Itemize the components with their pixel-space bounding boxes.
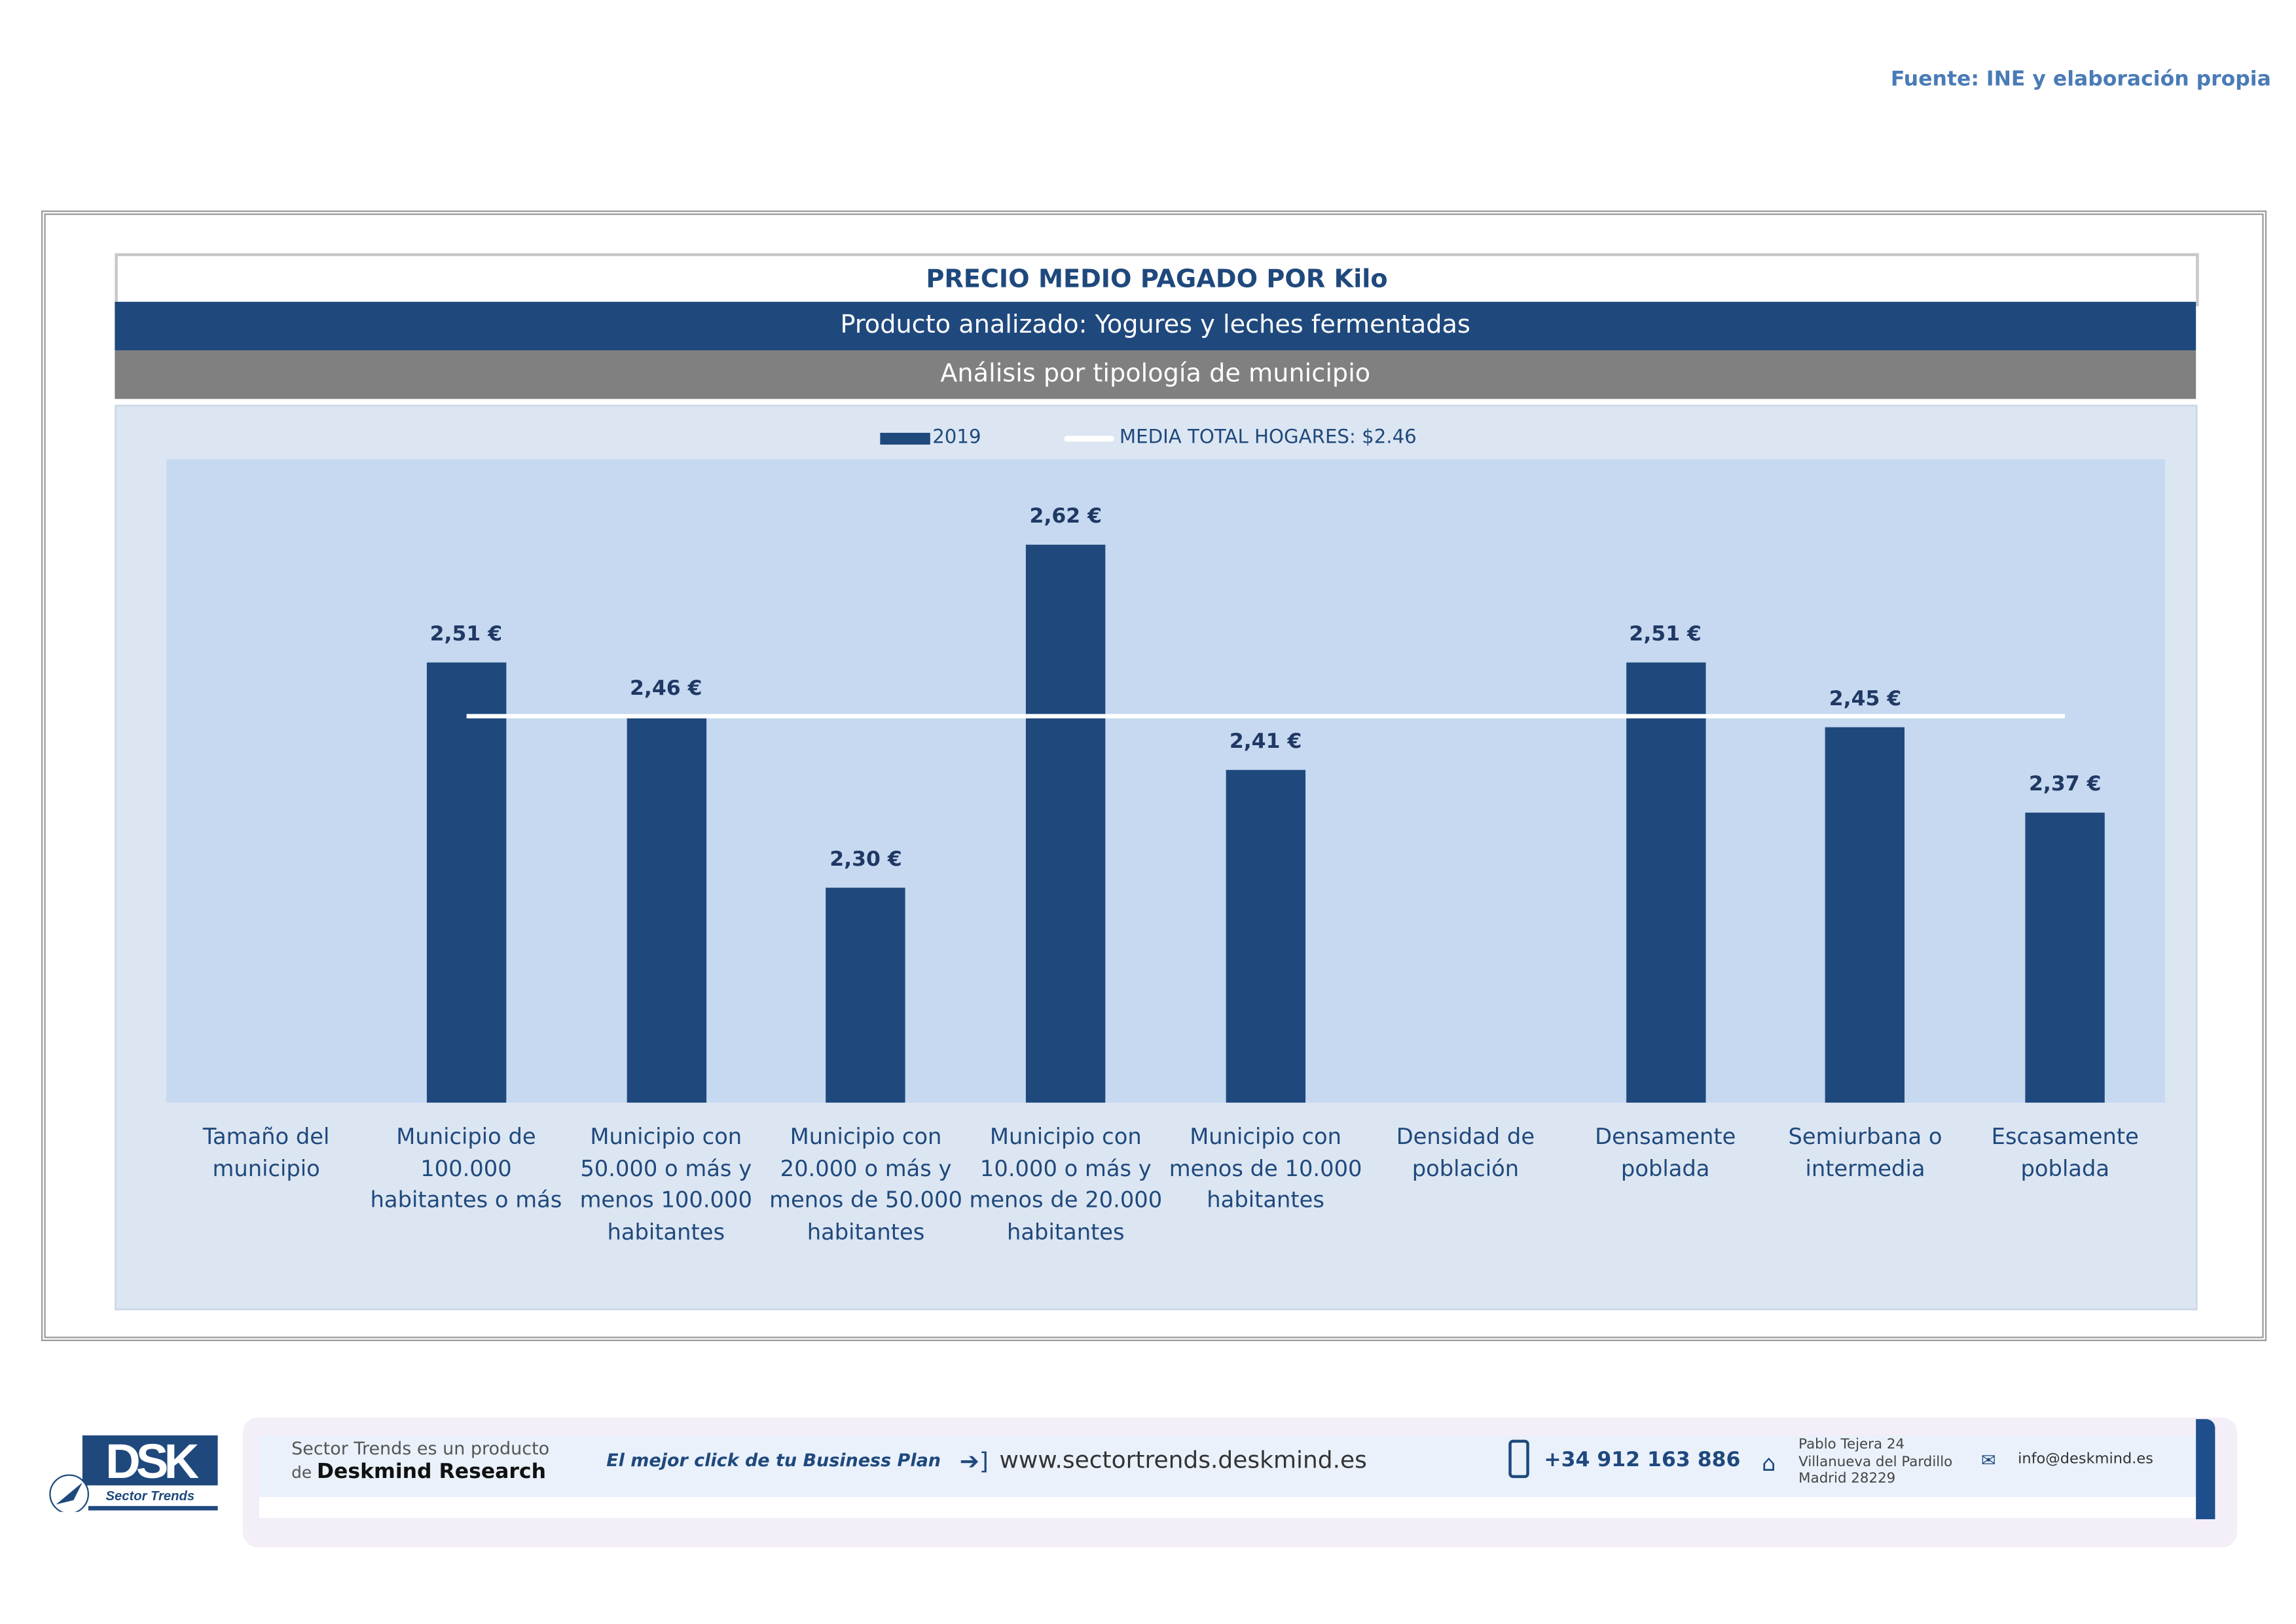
bar <box>2025 813 2105 1103</box>
footer-panel <box>259 1435 2196 1498</box>
bar <box>426 663 506 1103</box>
category-label-line: Municipio con <box>989 1123 1142 1150</box>
legend-series-label: 2019 <box>932 426 981 449</box>
category-label-line: 100.000 <box>420 1154 512 1182</box>
bar <box>1825 727 1905 1103</box>
bar <box>826 888 906 1103</box>
category-label: Densidad de población <box>1366 1122 1566 1185</box>
category-label-line: Tamaño del <box>202 1123 330 1150</box>
category-label-line: población <box>1412 1154 1520 1182</box>
legend-bar-swatch <box>879 432 930 444</box>
address-line: Pablo Tejera 24 <box>1798 1437 1905 1453</box>
data-label: 2,37 € <box>2029 773 2102 797</box>
phone-icon <box>1508 1439 1529 1479</box>
bar <box>1626 663 1705 1103</box>
data-label: 2,62 € <box>1029 505 1102 529</box>
category-label-line: 10.000 o más y <box>979 1154 1152 1182</box>
category-label: Municipio con 10.000 o más y menos de 20.0… <box>966 1122 1166 1248</box>
mail-icon: ✉ <box>1980 1450 1996 1471</box>
svg-text:DSK: DSK <box>105 1435 199 1488</box>
email-link[interactable]: info@deskmind.es <box>2018 1451 2154 1468</box>
product-band: Producto analizado: Yogures y leches fer… <box>115 301 2196 351</box>
category-label-line: 50.000 o más y <box>580 1154 752 1182</box>
bar <box>1026 545 1106 1103</box>
address-line: Madrid 28229 <box>1798 1470 1896 1487</box>
category-label-line: Municipio de <box>396 1123 536 1150</box>
home-icon: ⌂ <box>1761 1450 1776 1477</box>
category-label: Municipio con menos de 10.000 habitantes <box>1165 1122 1366 1217</box>
data-label: 2,51 € <box>1629 623 1702 647</box>
category-label-line: Municipio con <box>790 1123 942 1150</box>
legend-line-swatch <box>1063 435 1114 441</box>
category-label-line: poblada <box>1620 1154 1710 1182</box>
bar <box>626 716 706 1103</box>
address-line: Villanueva del Pardillo <box>1798 1453 1953 1470</box>
slogan: El mejor click de tu Business Plan <box>606 1450 941 1471</box>
category-label-line: Densidad de <box>1396 1123 1535 1150</box>
website-link[interactable]: www.sectortrends.deskmind.es <box>999 1445 1367 1474</box>
bar <box>1226 770 1305 1103</box>
category-label-line: Municipio con <box>590 1123 742 1150</box>
product-de: de <box>291 1463 312 1483</box>
legend-line-label: MEDIA TOTAL HOGARES: $2.46 <box>1119 426 1417 449</box>
category-label: Municipio con 50.000 o más y menos 100.000… <box>566 1122 766 1248</box>
product-line: Sector Trends es un producto <box>291 1438 550 1459</box>
category-label-line: Semiurbana o <box>1788 1123 1942 1150</box>
mean-line <box>465 714 2066 719</box>
category-label-line: habitantes <box>807 1218 925 1245</box>
data-label: 2,51 € <box>429 623 503 647</box>
category-label: Semiurbana o intermedia <box>1765 1122 1965 1185</box>
footer-edge <box>2196 1419 2215 1520</box>
category-label-line: Densamente <box>1595 1123 1736 1150</box>
category-label: Municipio de 100.000 habitantes o más <box>366 1122 566 1217</box>
category-label: Escasamente poblada <box>1965 1122 2165 1185</box>
category-label-line: 20.000 o más y <box>780 1154 952 1182</box>
category-label-line: menos 100.000 <box>579 1186 752 1213</box>
data-label: 2,46 € <box>629 676 702 701</box>
category-label-line: Escasamente <box>1991 1123 2139 1150</box>
category-label-line: menos de 50.000 <box>769 1186 962 1213</box>
category-label-line: poblada <box>2020 1154 2110 1182</box>
company-name: Deskmind Research <box>316 1460 547 1485</box>
data-label: 2,30 € <box>829 848 902 872</box>
dsk-logo: DSK Sector Trends <box>49 1435 218 1512</box>
analysis-band: Análisis por tipología de municipio <box>115 350 2196 399</box>
category-label: Municipio con 20.000 o más y menos de 50.0… <box>766 1122 966 1248</box>
data-label: 2,41 € <box>1229 730 1302 754</box>
category-label-line: habitantes <box>1007 1218 1125 1245</box>
category-label-line: habitantes o más <box>370 1186 562 1213</box>
chart-frame <box>41 210 2267 1342</box>
category-label-line: Municipio con <box>1190 1123 1342 1150</box>
category-label-line: habitantes <box>607 1218 725 1245</box>
data-label: 2,45 € <box>1829 688 1902 712</box>
arrow-icon: ➔] <box>959 1447 989 1475</box>
category-label-line: intermedia <box>1805 1154 1925 1182</box>
category-label-line: menos de 10.000 <box>1169 1154 1362 1182</box>
footer-panel-bottom <box>259 1497 2196 1518</box>
category-label-line: menos de 20.000 <box>969 1186 1163 1213</box>
category-label: Densamente poblada <box>1565 1122 1766 1185</box>
source-note: Fuente: INE y elaboración propia <box>1890 67 2271 92</box>
category-label: Tamaño del municipio <box>166 1122 367 1185</box>
svg-text:Sector Trends: Sector Trends <box>106 1489 195 1504</box>
phone-number: +34 912 163 886 <box>1544 1449 1741 1473</box>
category-label-line: municipio <box>212 1154 320 1182</box>
chart-title: PRECIO MEDIO PAGADO POR Kilo <box>115 253 2199 306</box>
legend: 2019 MEDIA TOTAL HOGARES: $2.46 <box>0 427 2296 449</box>
category-label-line: habitantes <box>1207 1186 1324 1213</box>
